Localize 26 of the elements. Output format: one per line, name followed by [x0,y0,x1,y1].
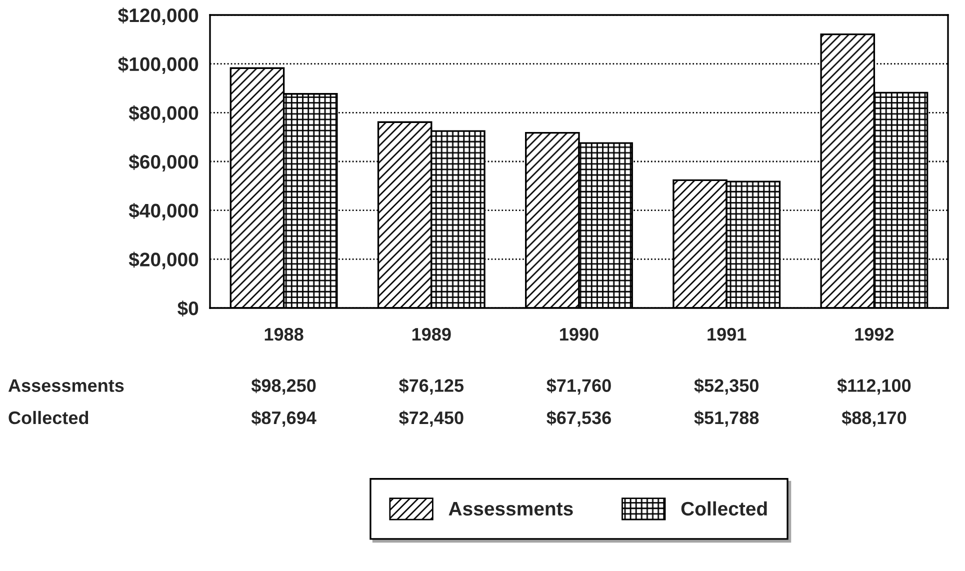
x-tick-label: 1992 [855,328,894,341]
data-label: $52,350 [694,378,758,395]
data-label: $98,250 [251,378,316,395]
text: Collected [8,410,88,424]
data-label: $76,125 [399,378,464,395]
data-label: $67,536 [546,410,611,427]
data-label: $71,760 [546,378,611,395]
y-tick-label: $60,000 [128,154,198,172]
data-label: $51,788 [694,410,759,427]
y-tick-label: $80,000 [128,105,198,123]
data-label: $72,450 [399,410,464,427]
text: Assessments [8,379,124,392]
y-tick-label: $40,000 [128,202,198,220]
x-tick-label: 1989 [412,328,451,341]
data-label: $87,694 [251,410,316,427]
x-tick-label: 1988 [264,328,304,341]
legend-label: Collected [681,501,767,516]
y-tick-label: $120,000 [118,8,198,26]
data-label: $112,100 [837,378,911,395]
y-tick-label: $100,000 [118,56,198,74]
x-tick-label: 1990 [560,328,598,341]
y-tick-label: $20,000 [128,252,198,270]
y-tick-label: $0 [178,300,198,316]
data-label: $88,170 [842,410,906,427]
x-tick-label: 1991 [708,328,746,341]
legend-label: Assessments [448,502,573,516]
